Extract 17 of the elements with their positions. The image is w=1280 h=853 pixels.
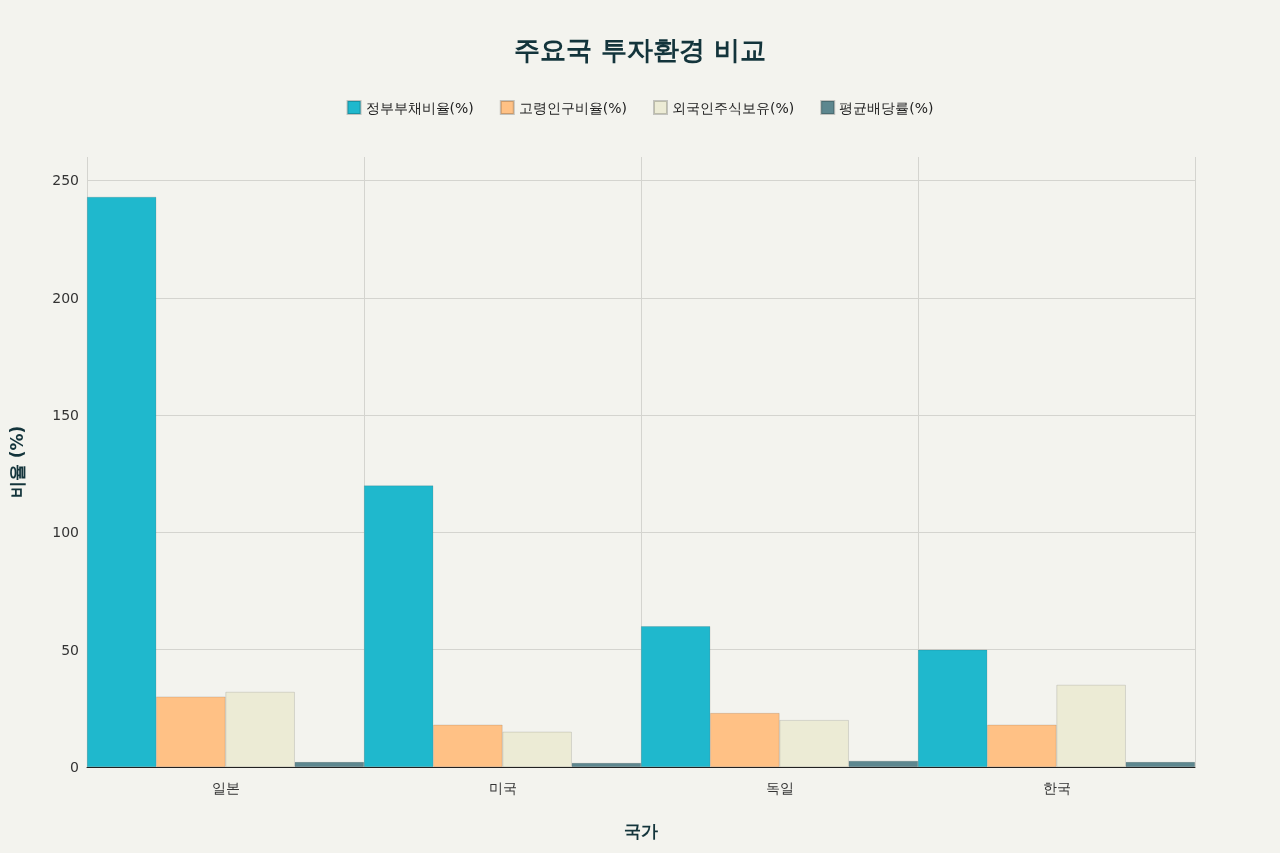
x-tick-label: 일본 [211, 780, 240, 796]
y-tick-label: 150 [52, 407, 79, 424]
y-tick-label: 100 [52, 524, 79, 541]
x-axis-title: 국가 [624, 820, 658, 841]
legend-label: 정부부채비율(%) [365, 99, 474, 116]
y-tick-label: 200 [52, 289, 79, 306]
x-tick-label: 한국 [1042, 780, 1071, 796]
chart-title: 주요국 투자환경 비교 [513, 35, 767, 65]
x-tick-label: 독일 [765, 780, 794, 796]
x-tick-label: 미국 [488, 780, 517, 796]
legend-label: 평균배당률(%) [839, 99, 934, 116]
y-tick-label: 50 [61, 641, 79, 658]
y-tick-label: 0 [70, 759, 79, 775]
legend-label: 외국인주식보유(%) [672, 99, 795, 116]
y-tick-label: 250 [52, 172, 79, 189]
y-axis-title: 비율 (%) [6, 425, 27, 499]
legend-label: 고령인구비율(%) [518, 99, 628, 116]
